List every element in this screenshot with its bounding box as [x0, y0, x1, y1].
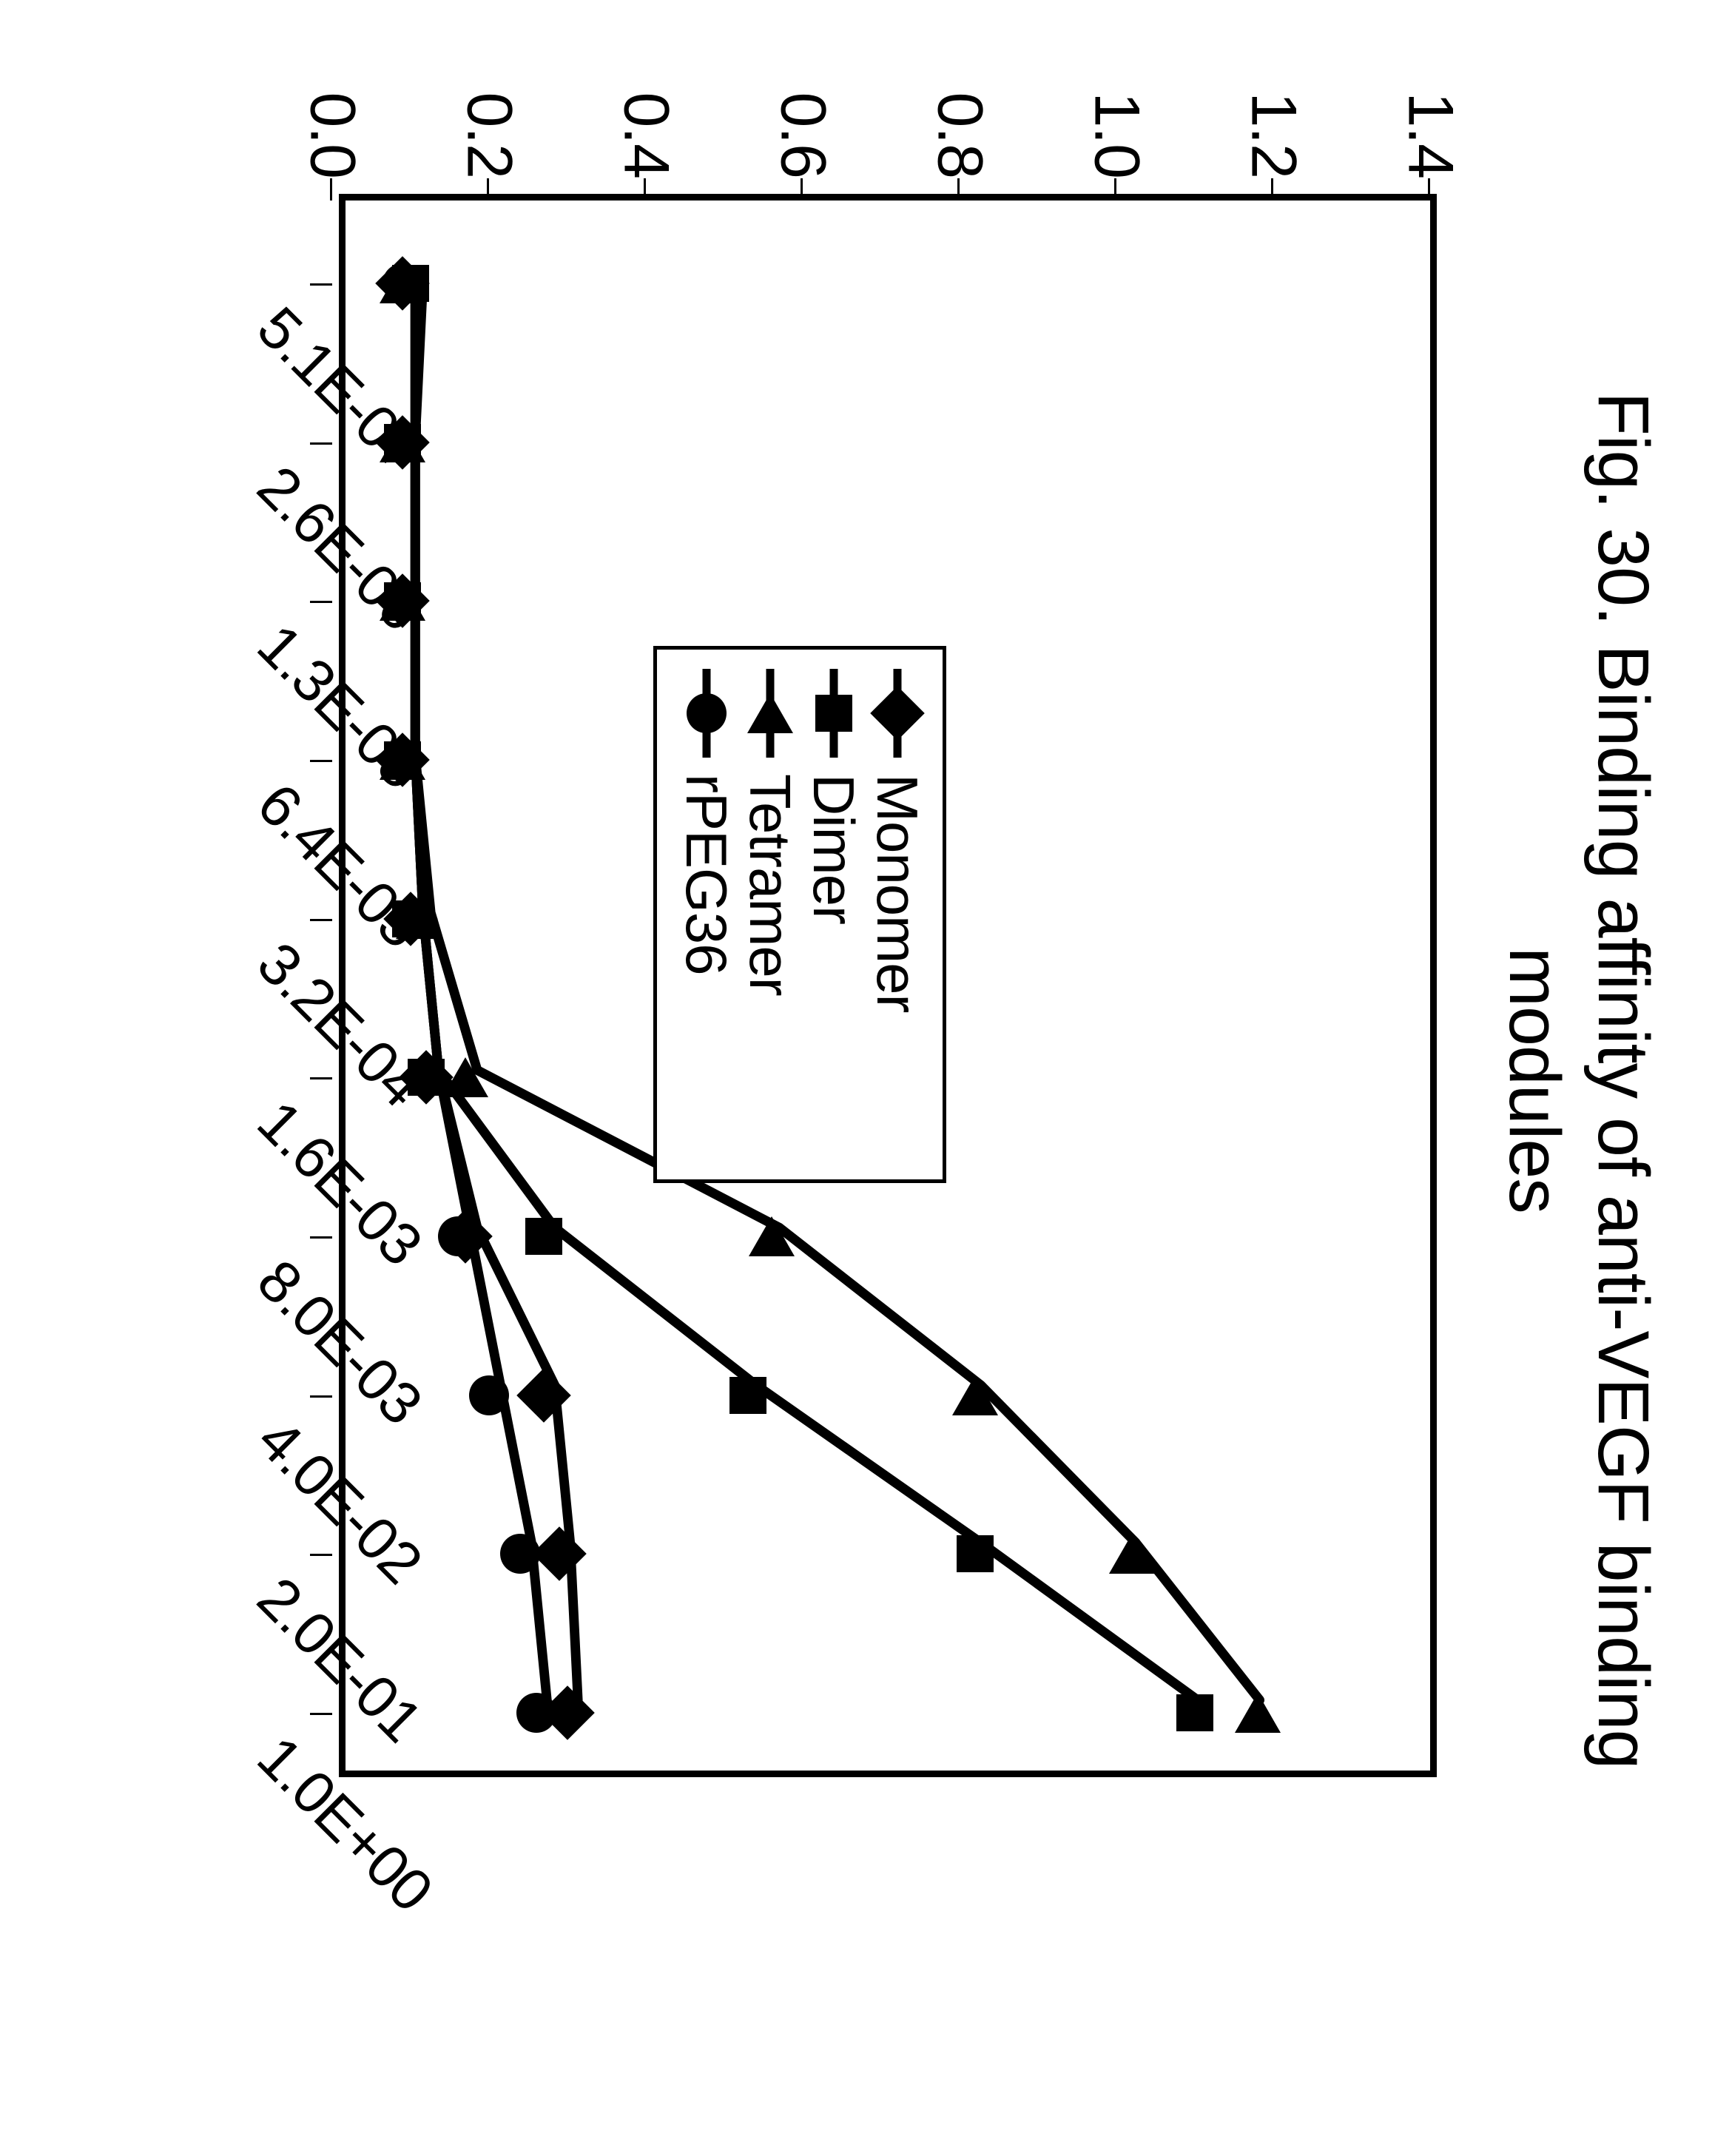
y-tick — [801, 178, 803, 201]
legend-marker-circle-icon — [687, 693, 727, 733]
data-point-triangle-icon — [749, 1216, 795, 1256]
data-point-circle-icon — [500, 1534, 540, 1574]
y-tick-label: 0.0 — [296, 92, 369, 178]
x-tick — [310, 1395, 332, 1398]
y-tick-label: 0.4 — [610, 92, 683, 178]
y-tick — [1428, 178, 1430, 201]
data-point-circle-icon — [382, 581, 422, 621]
x-tick — [310, 283, 332, 286]
figure-title-line-1: Fig. 30. Binding affinity of anti-VEGF b… — [1583, 392, 1664, 1769]
y-tick — [330, 178, 332, 201]
y-tick — [1114, 178, 1116, 201]
y-tick-label: 1.0 — [1080, 92, 1153, 178]
legend-item-label: rPEG36 — [673, 774, 741, 974]
data-point-triangle-icon — [1235, 1693, 1281, 1733]
legend-symbol-triangle-icon — [754, 669, 786, 758]
plot-area: 0.00.20.40.60.81.01.21.4 5.1E-072.6E-061… — [339, 194, 1437, 1777]
legend-item-monomer[interactable]: Monomer — [866, 669, 929, 1160]
y-tick — [644, 178, 646, 201]
x-tick — [310, 601, 332, 603]
data-point-square-icon — [525, 1218, 562, 1255]
legend-symbol-square-icon — [818, 669, 850, 758]
x-tick — [310, 1236, 332, 1239]
legend-item-label: Tetramer — [737, 774, 804, 996]
rotated-figure-canvas: Fig. 30. Binding affinity of anti-VEGF b… — [0, 0, 1712, 2156]
figure-title-line-2: modules — [1489, 59, 1578, 2101]
x-tick — [310, 442, 332, 445]
data-point-circle-icon — [382, 422, 422, 462]
series-line-monomer — [415, 283, 578, 1700]
patent-figure-page: Fig. 30. Binding affinity of anti-VEGF b… — [0, 0, 1712, 2156]
data-point-square-icon — [729, 1377, 766, 1414]
y-tick — [1271, 178, 1273, 201]
x-tick — [310, 760, 332, 762]
legend-item-label: Monomer — [864, 774, 931, 1012]
legend-marker-diamond-icon — [870, 686, 925, 741]
x-tick — [310, 1077, 332, 1079]
data-point-square-icon — [957, 1535, 994, 1572]
data-point-triangle-icon — [442, 1057, 488, 1097]
series-line-rpeg36 — [415, 283, 547, 1700]
data-point-circle-icon — [391, 899, 431, 939]
y-tick-label: 1.4 — [1394, 92, 1467, 178]
x-tick — [310, 919, 332, 921]
y-tick — [957, 178, 960, 201]
legend-symbol-circle-icon — [690, 669, 723, 758]
legend-marker-square-icon — [815, 695, 852, 732]
legend-item-label: Dimer — [801, 774, 868, 924]
data-point-circle-icon — [438, 1216, 478, 1256]
x-tick — [310, 1713, 332, 1715]
data-point-circle-icon — [382, 263, 422, 303]
y-tick-label: 0.8 — [923, 92, 997, 178]
legend-marker-triangle-icon — [747, 693, 793, 733]
data-point-square-icon — [1176, 1694, 1213, 1731]
y-tick-label: 0.2 — [453, 92, 526, 178]
chart-legend: MonomerDimerTetramerrPEG36 — [653, 646, 946, 1183]
figure-title: Fig. 30. Binding affinity of anti-VEGF b… — [1489, 59, 1668, 2101]
data-point-circle-icon — [469, 1375, 509, 1415]
plot-inner: 0.00.20.40.60.81.01.21.4 5.1E-072.6E-061… — [346, 201, 1430, 1771]
legend-item-tetramer[interactable]: Tetramer — [738, 669, 802, 1160]
x-tick — [310, 1554, 332, 1556]
data-point-circle-icon — [516, 1693, 556, 1733]
y-tick-label: 0.6 — [766, 92, 840, 178]
legend-symbol-diamond-icon — [881, 669, 914, 758]
data-point-triangle-icon — [1109, 1534, 1155, 1574]
legend-item-rpeg36[interactable]: rPEG36 — [675, 669, 738, 1160]
data-point-circle-icon — [382, 740, 422, 780]
legend-item-dimer[interactable]: Dimer — [802, 669, 866, 1160]
y-tick-label: 1.2 — [1237, 92, 1310, 178]
y-tick — [487, 178, 489, 201]
data-point-circle-icon — [406, 1057, 446, 1097]
data-point-triangle-icon — [952, 1375, 998, 1415]
